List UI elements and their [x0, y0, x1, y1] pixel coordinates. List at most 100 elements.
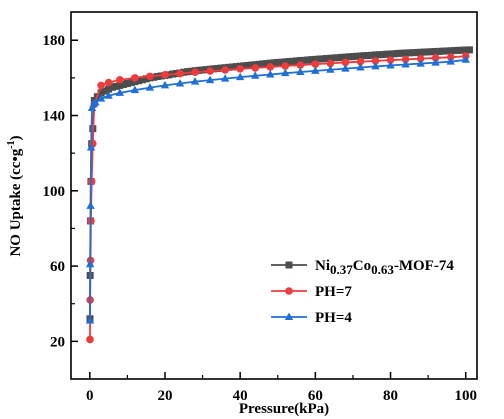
- data-point: [131, 74, 139, 82]
- data-point: [104, 78, 113, 87]
- data-point: [217, 64, 225, 72]
- data-point: [334, 54, 342, 62]
- data-point: [105, 85, 113, 93]
- data-point: [447, 47, 455, 55]
- data-point: [135, 77, 143, 85]
- data-point: [330, 54, 338, 62]
- data-point: [116, 81, 124, 89]
- data-point: [127, 79, 135, 87]
- data-point: [293, 57, 301, 65]
- data-point: [379, 51, 387, 59]
- legend-item: PH=4: [271, 310, 352, 326]
- data-point: [123, 80, 131, 88]
- data-point: [96, 94, 106, 102]
- data-point: [206, 67, 214, 75]
- data-point: [375, 51, 383, 59]
- data-point: [116, 75, 124, 84]
- data-point: [214, 64, 222, 72]
- plot-frame: [70, 11, 478, 380]
- data-point: [120, 80, 128, 88]
- legend-label-part: 0.63: [371, 262, 394, 277]
- data-point: [259, 60, 267, 68]
- data-point: [85, 316, 95, 324]
- data-point: [195, 66, 203, 74]
- data-point: [319, 55, 327, 63]
- data-point: [338, 53, 346, 61]
- data-point: [311, 55, 319, 63]
- data-point: [446, 53, 455, 61]
- data-point: [386, 56, 395, 64]
- data-point: [413, 48, 421, 56]
- legend-label-part: PH=7: [315, 284, 352, 300]
- data-point: [326, 54, 334, 62]
- data-point: [387, 50, 395, 58]
- data-point: [108, 83, 116, 91]
- data-point: [101, 87, 109, 95]
- data-point: [462, 46, 470, 54]
- x-tick-label: 20: [157, 388, 172, 404]
- data-point: [229, 63, 237, 71]
- data-point: [247, 61, 255, 69]
- data-point: [458, 46, 466, 54]
- series-layer: [85, 46, 473, 344]
- data-point: [356, 52, 364, 60]
- data-point: [191, 68, 199, 77]
- series-line: [89, 55, 466, 340]
- data-point: [202, 66, 210, 74]
- legend-label-part: 0.37: [330, 262, 353, 277]
- data-point: [266, 63, 275, 71]
- legend-label: PH=7: [315, 284, 352, 300]
- data-point: [285, 57, 293, 65]
- data-point: [446, 57, 455, 65]
- data-point: [220, 74, 230, 82]
- data-point: [97, 89, 105, 97]
- data-point: [190, 77, 200, 85]
- data-point: [341, 64, 350, 72]
- data-point: [161, 71, 169, 79]
- legend-item: Ni0.37Co0.63-MOF-74: [271, 258, 454, 277]
- data-point: [176, 69, 184, 78]
- data-point: [311, 66, 320, 74]
- data-point: [431, 54, 440, 62]
- x-tick-label: 80: [383, 388, 398, 404]
- data-point: [115, 88, 125, 96]
- data-point: [281, 68, 290, 77]
- data-point: [345, 53, 353, 61]
- series-2: [86, 52, 470, 344]
- series-3: [85, 55, 470, 324]
- data-point: [349, 53, 357, 61]
- data-point: [270, 59, 278, 67]
- data-point: [386, 60, 395, 69]
- legend-label: PH=4: [315, 310, 352, 326]
- data-point: [383, 50, 391, 58]
- data-point: [439, 47, 447, 55]
- data-point: [432, 48, 440, 56]
- data-point: [435, 47, 443, 55]
- legend-item: PH=7: [271, 284, 352, 300]
- data-point: [221, 66, 229, 74]
- data-point: [372, 51, 379, 59]
- data-point: [130, 85, 140, 94]
- legend-marker: [285, 287, 293, 295]
- x-tick-label: 0: [86, 388, 94, 404]
- data-point: [356, 63, 365, 71]
- legend-label-part: -MOF-74: [394, 258, 454, 274]
- data-point: [454, 46, 462, 54]
- legend: Ni0.37Co0.63-MOF-74 PH=7 PH=4: [271, 258, 454, 326]
- data-point: [138, 76, 146, 84]
- data-point: [360, 52, 368, 60]
- data-point: [371, 61, 380, 70]
- data-point: [394, 49, 402, 57]
- data-point: [401, 60, 410, 68]
- data-point: [401, 55, 410, 64]
- y-tick-label: 180: [43, 33, 66, 49]
- data-point: [308, 56, 316, 64]
- data-point: [296, 67, 305, 76]
- data-point: [91, 97, 100, 106]
- y-axis-label-sup: -1: [6, 140, 17, 148]
- axis-ticks: 0 20 40 60 80 100 20 60 100 140 180: [43, 33, 477, 404]
- data-point: [353, 52, 361, 60]
- legend-marker: [284, 312, 294, 320]
